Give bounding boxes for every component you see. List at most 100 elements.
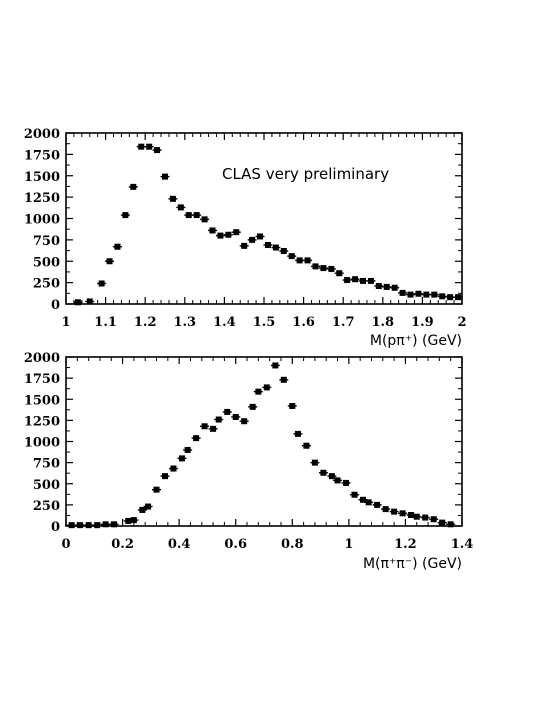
data-point: [341, 479, 351, 486]
data-point-marker: [170, 465, 177, 472]
data-point-marker: [263, 384, 270, 391]
data-point: [279, 247, 289, 254]
data-point-marker: [288, 253, 295, 260]
data-point: [445, 294, 455, 301]
y-tick-label: 1000: [24, 436, 60, 451]
data-point-marker: [280, 376, 287, 383]
data-point-marker: [264, 242, 271, 249]
data-point-marker: [241, 242, 248, 249]
data-point: [287, 403, 297, 410]
data-point: [239, 242, 249, 249]
x-tick-label: 1.6: [292, 315, 315, 330]
data-point: [160, 173, 170, 180]
y-tick-label: 1750: [24, 148, 60, 163]
data-point: [318, 469, 328, 476]
data-point: [239, 418, 249, 425]
data-point-marker: [311, 459, 318, 466]
data-point: [75, 522, 85, 529]
x-tick-label: 0: [61, 537, 70, 552]
data-point-marker: [68, 522, 75, 529]
data-point: [412, 513, 422, 520]
data-point-marker: [415, 290, 422, 297]
data-point-marker: [74, 299, 81, 306]
data-point-marker: [320, 469, 327, 476]
data-point-marker: [209, 227, 216, 234]
data-point-marker: [360, 277, 366, 284]
x-tick-label: 1.5: [253, 315, 276, 330]
data-point: [429, 291, 439, 298]
data-point-marker: [399, 510, 406, 517]
data-point: [390, 284, 400, 291]
data-point: [398, 510, 408, 517]
y-tick-label: 2000: [24, 127, 60, 142]
data-point: [295, 257, 305, 264]
data-point: [303, 257, 313, 264]
data-point: [128, 183, 138, 190]
data-point-marker: [336, 270, 343, 277]
data-point: [129, 517, 139, 524]
data-point-marker: [374, 501, 381, 508]
data-point-marker: [184, 446, 191, 453]
data-point-marker: [201, 423, 208, 430]
data-point-marker: [102, 521, 109, 528]
data-point: [176, 204, 186, 211]
plot-frame: [65, 132, 463, 305]
data-point: [168, 195, 178, 202]
data-point: [366, 277, 376, 284]
data-point-marker: [294, 430, 301, 437]
x-tick-label: 0.8: [281, 537, 304, 552]
x-tick-label: 0.4: [168, 537, 191, 552]
data-point: [143, 503, 153, 510]
data-point: [222, 408, 232, 415]
chart-annotation: CLAS very preliminary: [222, 165, 389, 183]
data-point-marker: [360, 496, 366, 503]
data-point: [382, 283, 392, 290]
data-point-marker: [352, 276, 359, 283]
data-point-marker: [215, 416, 222, 423]
data-point-marker: [138, 143, 145, 150]
y-tick-label: 1500: [24, 393, 60, 408]
data-point-marker: [455, 294, 462, 301]
data-point-marker: [106, 258, 113, 265]
data-point-marker: [407, 291, 414, 298]
data-point: [374, 283, 384, 290]
plot-frame: [65, 356, 463, 527]
x-tick-label: 0.6: [224, 537, 247, 552]
data-point: [137, 506, 147, 513]
data-point: [152, 486, 162, 493]
x-tick-label: 2: [457, 315, 466, 330]
data-point: [101, 521, 111, 528]
data-point-marker: [367, 277, 374, 284]
y-tick-label: 2000: [24, 351, 60, 366]
data-point-marker: [122, 212, 129, 219]
data-point-marker: [217, 232, 224, 239]
data-point-marker: [391, 508, 398, 515]
y-tick-label: 1500: [24, 170, 60, 185]
data-point: [92, 522, 102, 529]
data-point: [152, 147, 162, 154]
data-point-marker: [375, 283, 382, 290]
y-tick-label: 250: [33, 499, 60, 514]
data-point-marker: [125, 517, 132, 524]
data-point-marker: [232, 413, 239, 420]
data-point-marker: [304, 257, 311, 264]
x-tick-label: 0.2: [111, 537, 134, 552]
data-point: [214, 416, 224, 423]
data-point: [120, 212, 130, 219]
data-point-marker: [145, 503, 152, 510]
data-point-marker: [328, 265, 335, 272]
data-point-marker: [334, 477, 341, 484]
data-point-marker: [413, 513, 420, 520]
data-point-marker: [423, 291, 430, 298]
data-point-marker: [224, 408, 231, 415]
data-point: [437, 519, 447, 526]
data-point: [293, 430, 303, 437]
data-point-marker: [210, 425, 217, 432]
data-point-marker: [365, 499, 372, 506]
data-point: [247, 236, 257, 243]
x-axis-title: M(pπ⁺) (GeV): [370, 333, 462, 349]
data-point-marker: [249, 236, 256, 243]
data-point-marker: [439, 519, 446, 526]
data-point-marker: [139, 506, 146, 513]
